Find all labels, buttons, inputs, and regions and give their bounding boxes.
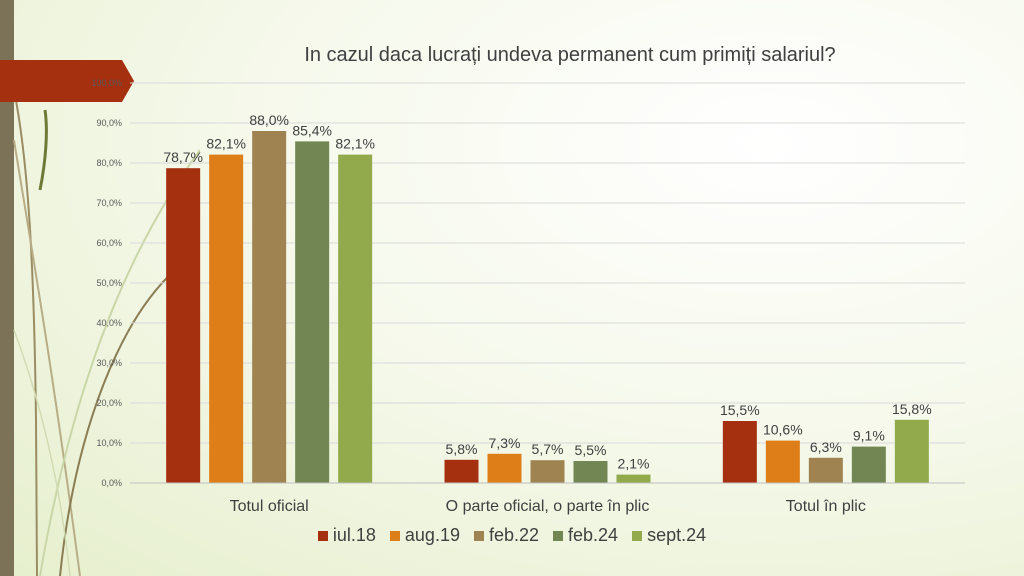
legend-swatch [389, 530, 400, 541]
legend-swatch [553, 530, 564, 541]
y-tick-label: 40,0% [96, 318, 122, 328]
data-label: 2,1% [618, 456, 650, 472]
data-label: 88,0% [249, 112, 289, 128]
legend-item: iul.18 [317, 525, 376, 546]
legend-item: aug.19 [389, 525, 460, 546]
legend-swatch [473, 530, 484, 541]
y-tick-label: 70,0% [96, 198, 122, 208]
legend-label: iul.18 [332, 525, 376, 545]
y-tick-label: 20,0% [96, 398, 122, 408]
data-label: 78,7% [163, 149, 203, 165]
data-label: 7,3% [489, 435, 521, 451]
legend-label: aug.19 [404, 525, 460, 545]
data-label: 5,7% [532, 441, 564, 457]
y-tick-label: 60,0% [96, 238, 122, 248]
category-label: O parte oficial, o parte în plic [446, 498, 650, 515]
bar [616, 474, 651, 483]
data-label: 5,5% [575, 442, 607, 458]
data-label: 82,1% [335, 136, 375, 152]
legend-swatch [632, 530, 643, 541]
bar [209, 154, 244, 483]
legend-item: feb.24 [553, 525, 618, 546]
data-label: 9,1% [853, 428, 885, 444]
bar [252, 131, 287, 483]
bar [487, 453, 522, 483]
bar [722, 421, 757, 483]
chart-title: In cazul daca lucrați undeva permanent c… [304, 44, 836, 66]
legend-swatch [317, 530, 328, 541]
y-tick-label: 100,0% [91, 78, 122, 88]
legend-label: feb.22 [488, 525, 540, 545]
bar [295, 141, 330, 483]
data-label: 85,4% [292, 122, 332, 138]
data-label: 15,5% [720, 402, 760, 418]
bar [765, 440, 800, 483]
y-tick-label: 30,0% [96, 358, 122, 368]
bar [808, 457, 843, 483]
y-tick-label: 50,0% [96, 278, 122, 288]
data-label: 5,8% [446, 441, 478, 457]
left-accent-bar [0, 0, 14, 576]
y-tick-label: 90,0% [96, 118, 122, 128]
y-tick-label: 10,0% [96, 438, 122, 448]
legend-label: feb.24 [568, 525, 619, 545]
bar [338, 154, 373, 483]
y-tick-label: 80,0% [96, 158, 122, 168]
data-label: 10,6% [763, 422, 803, 438]
bar [573, 461, 608, 483]
category-label: Totul oficial [230, 498, 309, 515]
chart-legend: iul.18 aug.19 feb.22 feb.24 sept.24 [0, 525, 1024, 546]
bar [851, 446, 886, 483]
y-tick-label: 0,0% [101, 478, 122, 488]
category-label: Totul în plic [786, 498, 866, 515]
bar [444, 459, 479, 483]
data-label: 15,8% [892, 401, 932, 417]
title-ribbon [0, 60, 134, 102]
legend-item: sept.24 [632, 525, 706, 546]
bar [166, 168, 201, 483]
bar [894, 419, 929, 483]
legend-label: sept.24 [647, 525, 707, 545]
legend-item: feb.22 [473, 525, 540, 546]
data-label: 6,3% [810, 439, 842, 455]
bar [530, 460, 565, 483]
data-label: 82,1% [206, 136, 246, 152]
